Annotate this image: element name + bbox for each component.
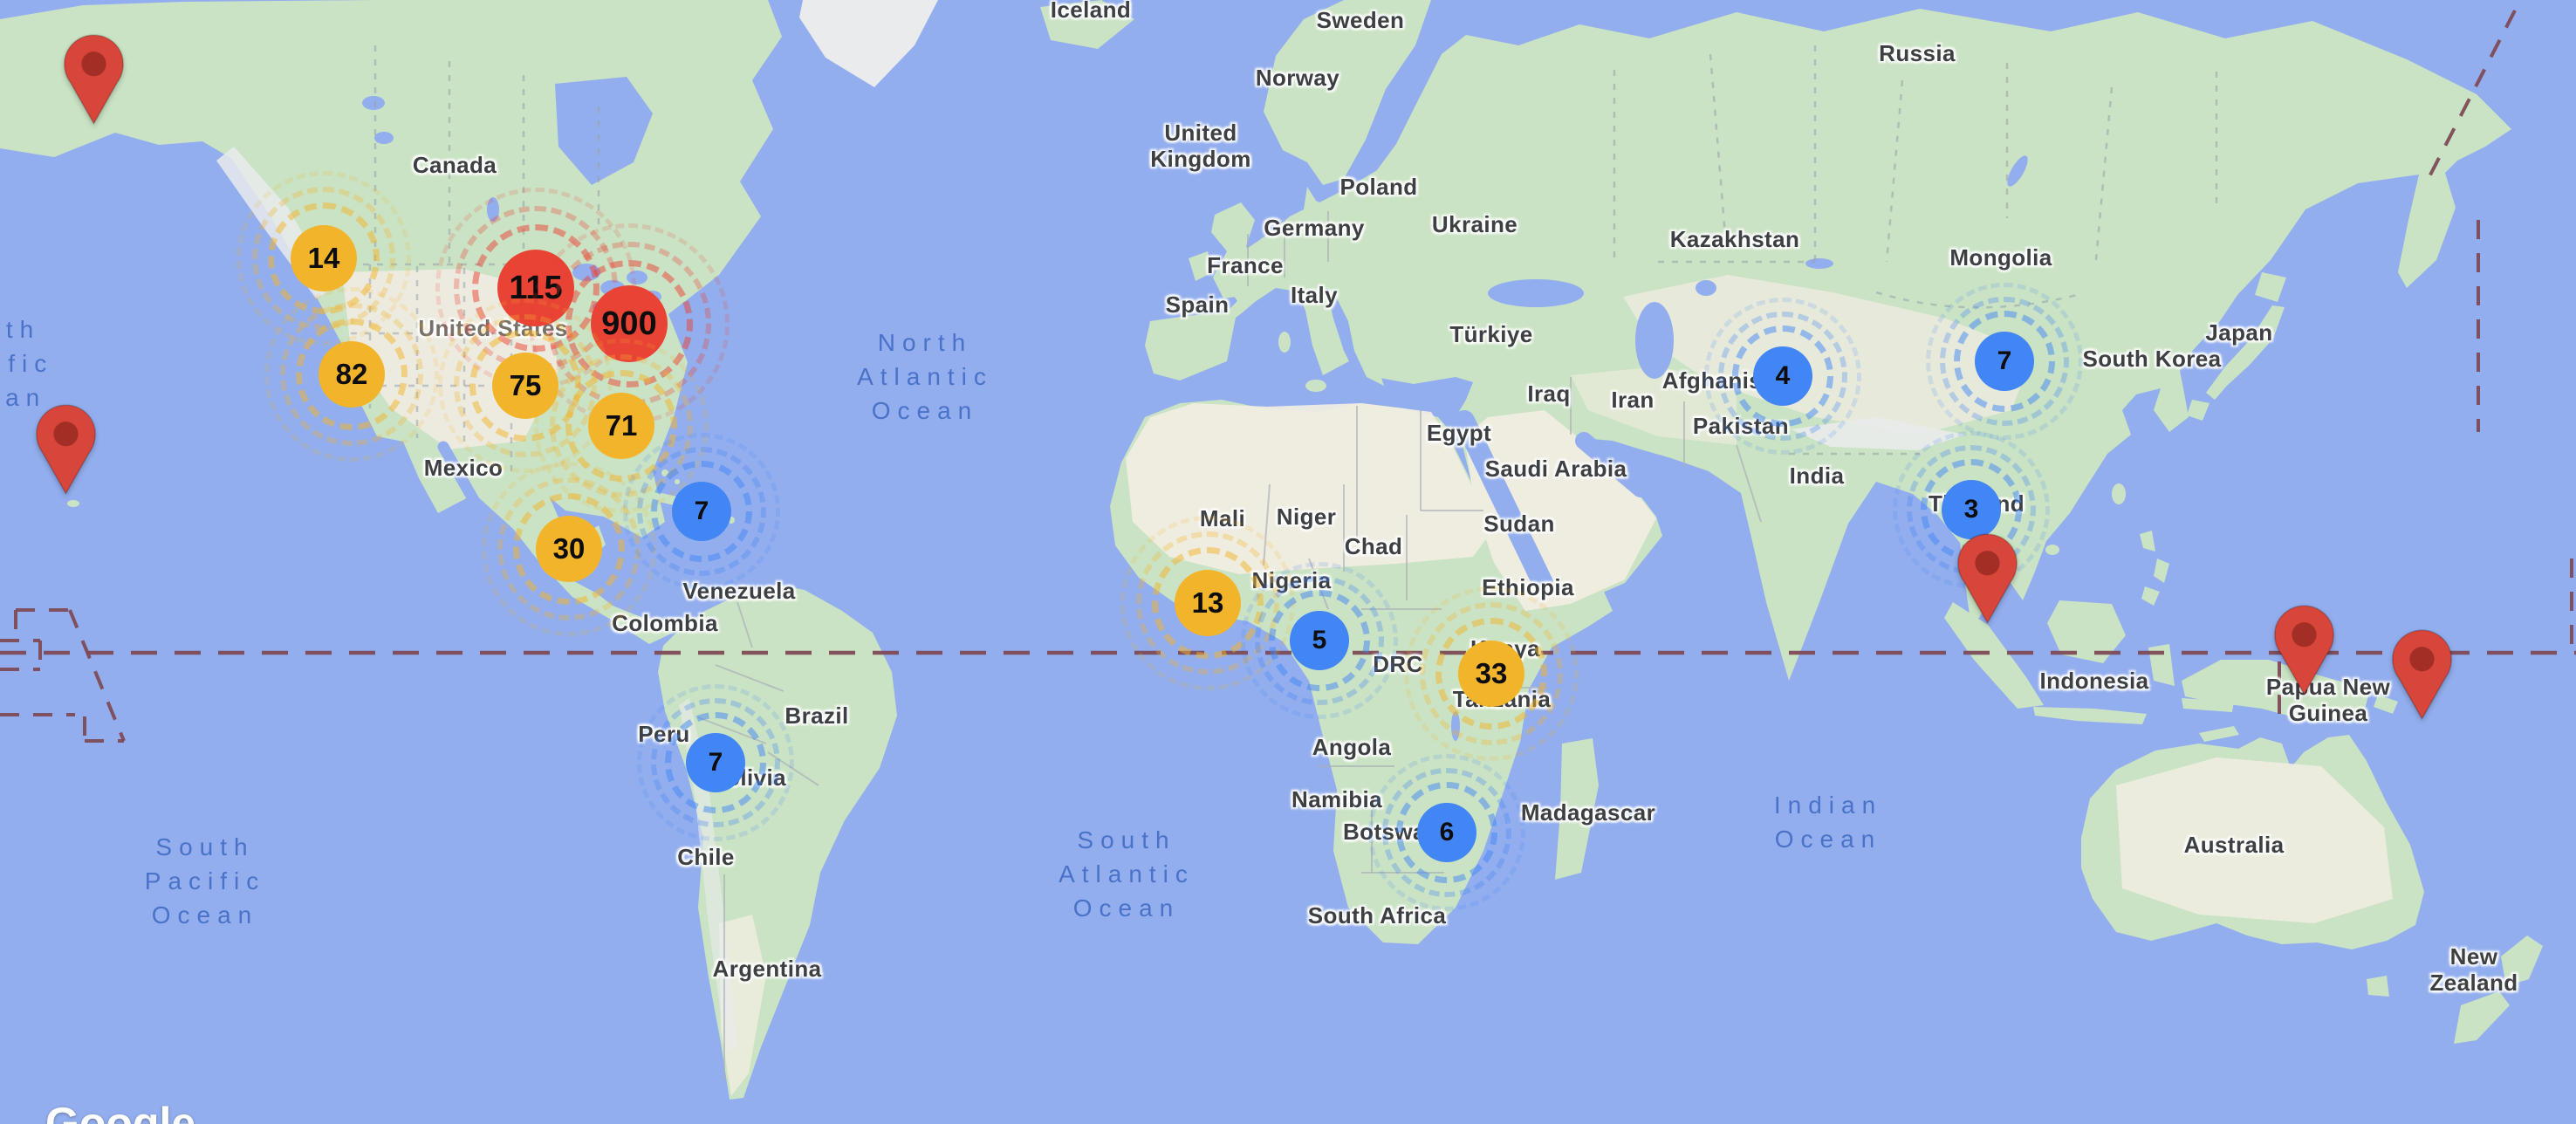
google-watermark[interactable]: Google bbox=[45, 1099, 196, 1124]
pin-icon bbox=[35, 404, 96, 496]
landmass-new-guinea bbox=[2182, 660, 2370, 723]
outback-desert bbox=[2116, 757, 2393, 923]
pin-icon bbox=[2273, 605, 2334, 696]
cluster-count: 75 bbox=[492, 353, 558, 419]
cluster-count: 7 bbox=[1975, 332, 2034, 391]
pin-icon bbox=[2391, 629, 2452, 721]
cluster-count: 7 bbox=[672, 482, 731, 541]
map-pin-papua-new-guinea-east[interactable] bbox=[2388, 627, 2456, 723]
cluster-count: 4 bbox=[1753, 346, 1812, 406]
landmass-iceland bbox=[1040, 0, 1134, 49]
cluster-count: 115 bbox=[497, 250, 574, 326]
landmass-greenland bbox=[799, 0, 938, 87]
cluster-count: 14 bbox=[291, 225, 357, 291]
cluster-marker-71-5[interactable]: 71 bbox=[534, 339, 709, 513]
cluster-marker-6-12[interactable]: 6 bbox=[1368, 754, 1525, 911]
map-pin-north-pacific[interactable] bbox=[32, 402, 99, 497]
cluster-marker-33-11[interactable]: 33 bbox=[1404, 586, 1579, 761]
landmass-madagascar bbox=[1555, 738, 1599, 880]
himalaya bbox=[1791, 417, 1965, 450]
map-pin-papua-new-guinea-west[interactable] bbox=[2271, 603, 2338, 698]
pin-icon bbox=[63, 34, 124, 126]
cluster-marker-900-2[interactable]: 900 bbox=[529, 223, 730, 424]
cluster-count: 71 bbox=[588, 393, 654, 459]
cluster-marker-3-15[interactable]: 3 bbox=[1893, 431, 2050, 588]
landmass-borneo bbox=[2047, 600, 2126, 663]
landmass-japan bbox=[2206, 305, 2285, 400]
cluster-marker-115-1[interactable]: 115 bbox=[435, 188, 636, 388]
cluster-marker-82-3[interactable]: 82 bbox=[264, 287, 439, 462]
cluster-count: 3 bbox=[1942, 480, 2001, 539]
cluster-count: 33 bbox=[1458, 641, 1524, 707]
cluster-marker-5-10[interactable]: 5 bbox=[1241, 562, 1398, 719]
iran-plateau bbox=[1571, 367, 1737, 445]
arabia-desert bbox=[1464, 410, 1656, 611]
cluster-count: 7 bbox=[686, 733, 745, 792]
map-pin-malaysia[interactable] bbox=[1954, 531, 2021, 627]
map-pin-alaska[interactable] bbox=[60, 32, 127, 127]
patagonia-desert bbox=[719, 915, 766, 1096]
cluster-count: 13 bbox=[1175, 570, 1241, 636]
landmass-new-zealand-north bbox=[2501, 936, 2543, 986]
cluster-marker-75-4[interactable]: 75 bbox=[438, 298, 613, 473]
cluster-count: 5 bbox=[1290, 611, 1349, 670]
landmass-java bbox=[2033, 707, 2147, 724]
cluster-marker-13-9[interactable]: 13 bbox=[1120, 516, 1295, 690]
sahara-desert bbox=[1126, 403, 1492, 574]
cluster-marker-7-8[interactable]: 7 bbox=[637, 684, 794, 841]
landmass-scandinavia bbox=[1264, 0, 1431, 185]
cluster-marker-7-14[interactable]: 7 bbox=[1926, 283, 2083, 440]
cluster-marker-30-6[interactable]: 30 bbox=[482, 462, 656, 636]
landmass-new-zealand-south bbox=[2454, 991, 2510, 1044]
country-borders bbox=[697, 211, 1762, 1080]
andes bbox=[679, 698, 737, 1052]
cluster-marker-14-0[interactable]: 14 bbox=[236, 171, 411, 346]
cluster-marker-7-7[interactable]: 7 bbox=[623, 433, 780, 590]
maritime-boundary-lines bbox=[0, 10, 2576, 743]
cluster-count: 6 bbox=[1417, 803, 1476, 862]
cluster-count: 30 bbox=[536, 516, 602, 582]
cluster-count: 900 bbox=[591, 285, 668, 362]
landmass-ireland bbox=[1189, 251, 1213, 281]
pin-icon bbox=[1956, 533, 2018, 625]
cluster-marker-4-13[interactable]: 4 bbox=[1704, 298, 1861, 455]
cluster-count: 82 bbox=[319, 341, 385, 408]
landmass-sumatra bbox=[1944, 602, 2044, 709]
hudson-bay bbox=[555, 77, 653, 185]
